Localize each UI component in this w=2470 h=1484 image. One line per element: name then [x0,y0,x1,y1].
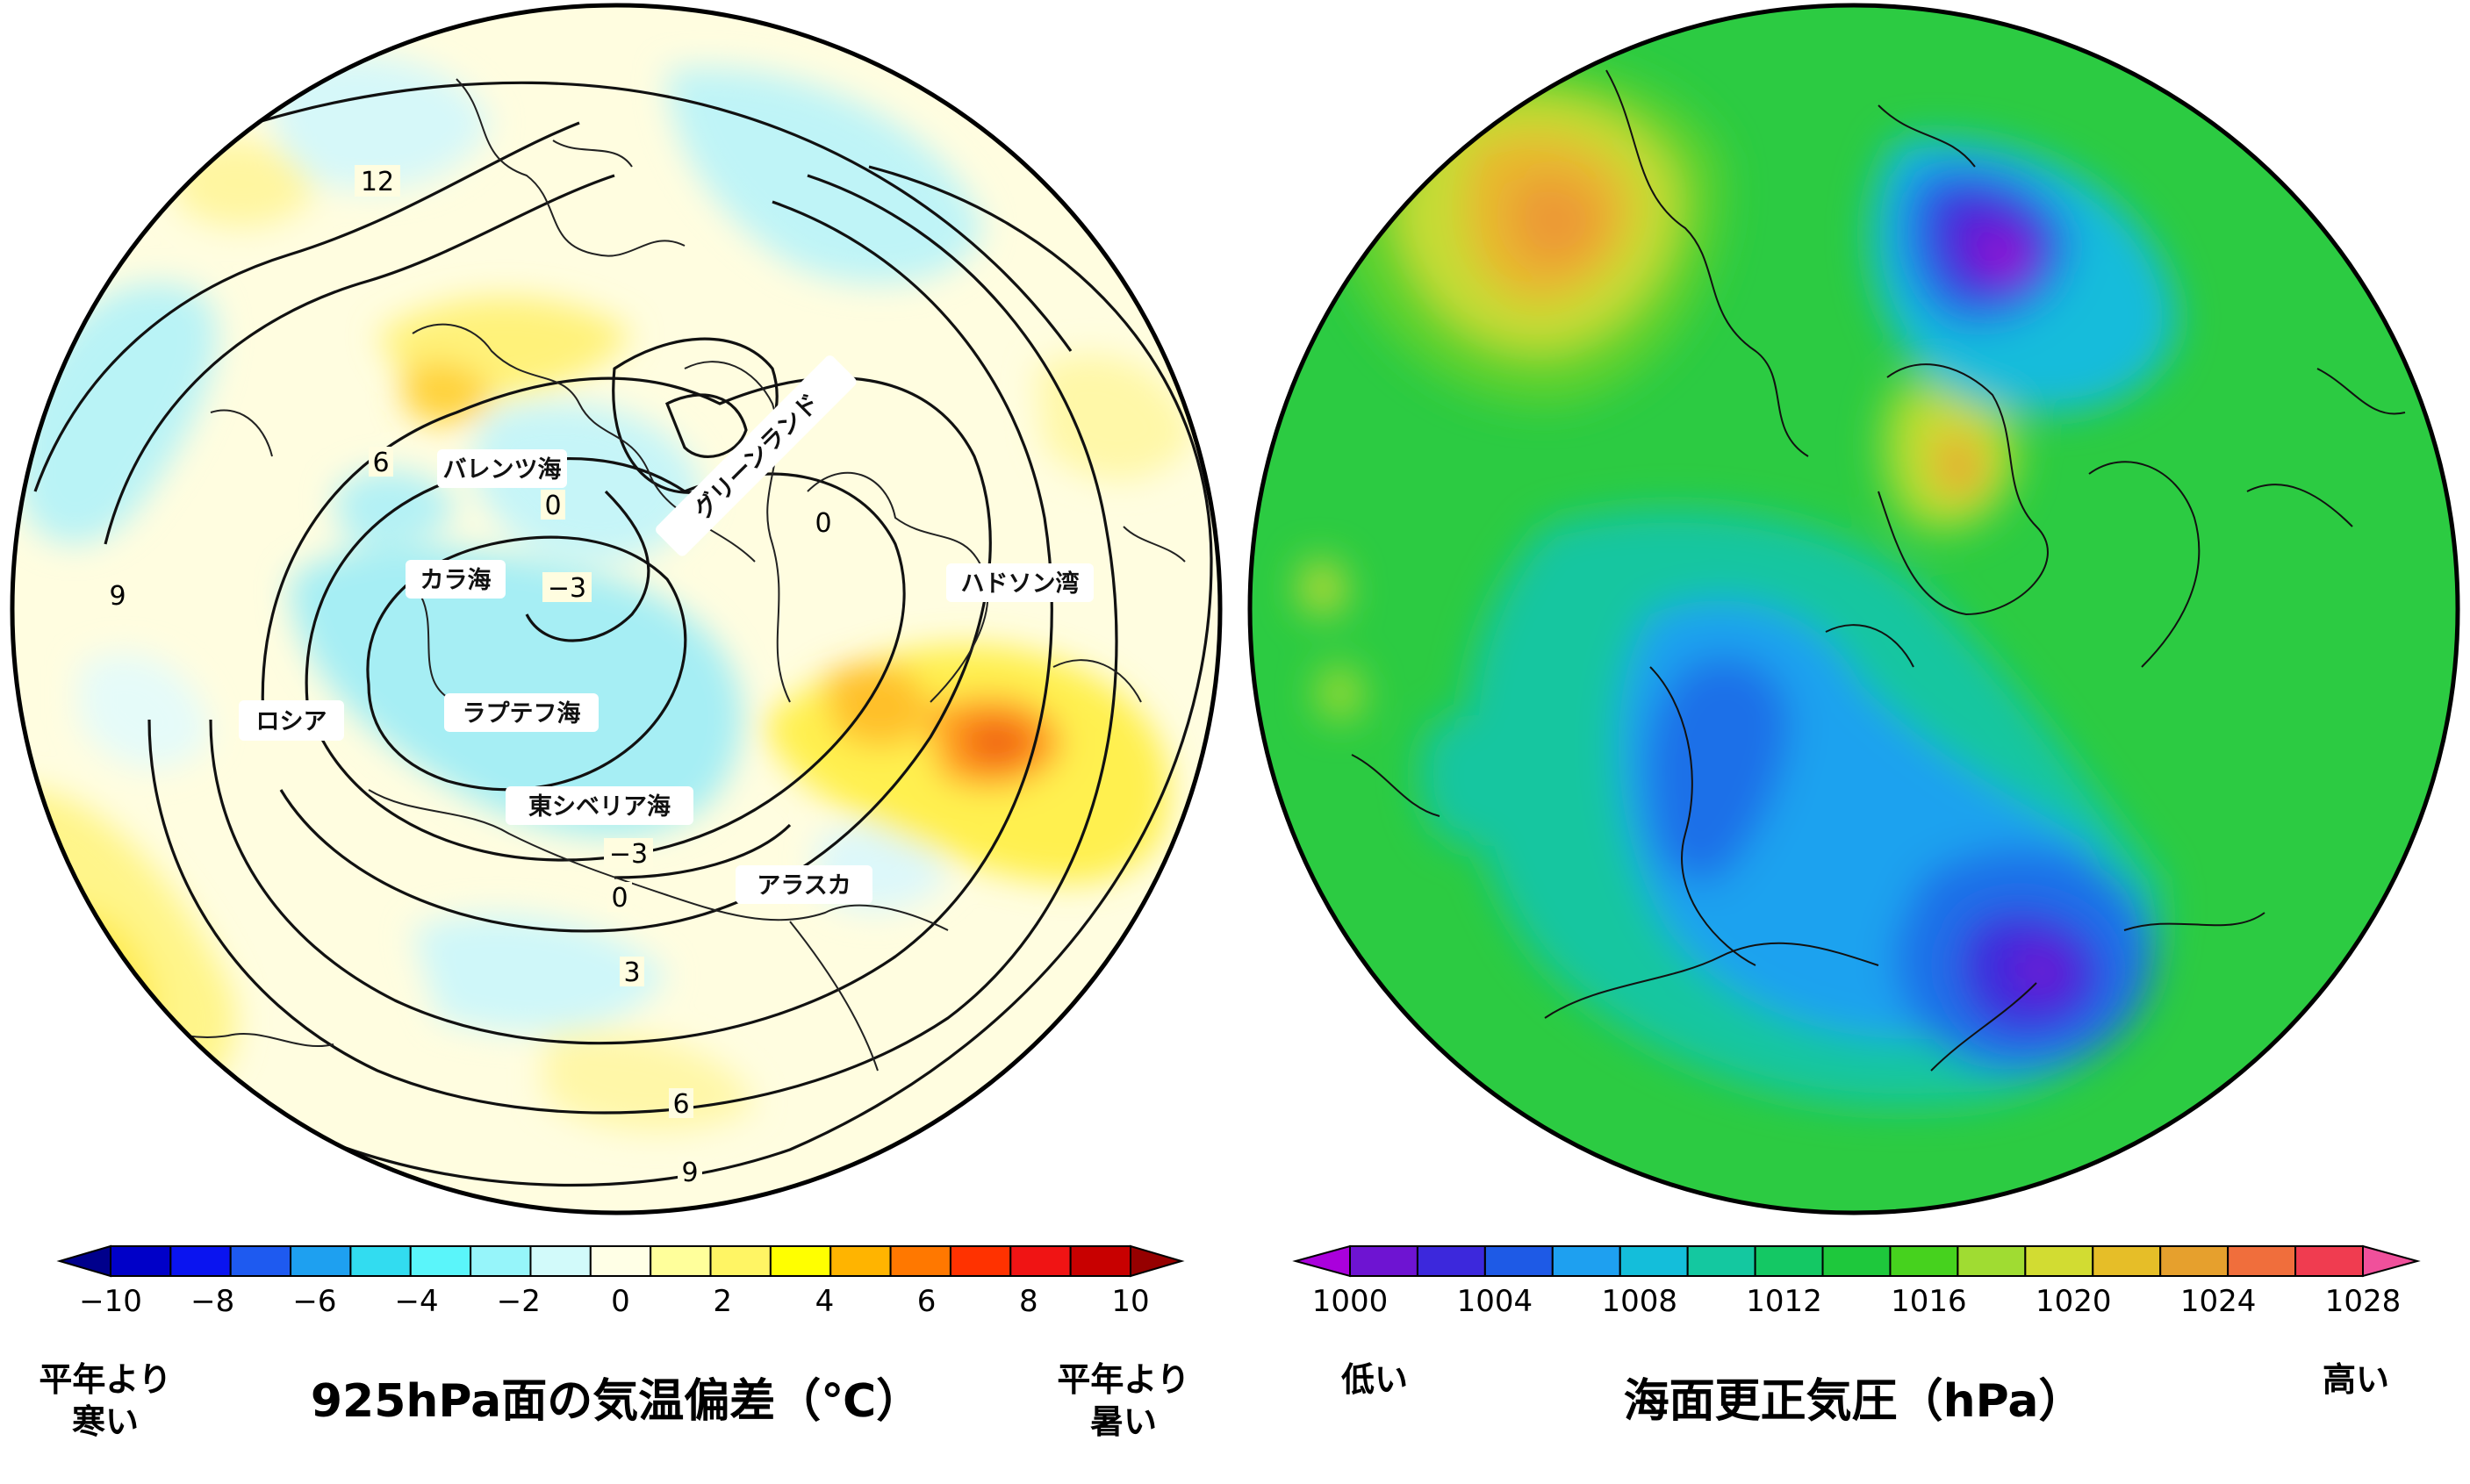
pressure-colorbar-swatch [1686,1245,1756,1277]
contour-label-12: 12 [361,167,394,197]
pressure-colorbar-swatch [1821,1245,1892,1277]
contour-label-9-left: 9 [109,581,126,612]
pressure-colorbar-swatch [1619,1245,1689,1277]
region-label-east-siberia: 東シベリア海 [528,793,671,821]
pressure-colorbar-swatch [1754,1245,1824,1277]
temperature-colorbar-tick-label: −6 [292,1284,336,1319]
pressure-colorbar-swatch [2092,1245,2162,1277]
temperature-colorbar-tick-label: 4 [815,1284,835,1319]
region-label-hudson: ハドソン湾 [961,570,1080,598]
temperature-colorbar-swatch [349,1245,412,1277]
sea-level-pressure-map [1247,3,2460,1215]
temperature-colorbar-tick-label: 8 [1019,1284,1038,1319]
pressure-colorbar-tick-label: 1028 [2325,1284,2402,1319]
pressure-colorbar-tick-label: 1024 [2180,1284,2257,1319]
contour-label-minus3-bottom: −3 [609,839,648,870]
sea-level-pressure-title: 海面更正気圧（hPa） [1624,1375,2085,1428]
temperature-anomaly-title: 925hPa面の気温偏差（℃） [311,1375,922,1428]
pressure-colorbar-swatch [1551,1245,1621,1277]
region-label-alaska: アラスカ [757,872,851,900]
coastlines [87,78,1186,1072]
pressure-colorbar: 1000 1004 1008 1012 1016 1020 1024 1028 [1292,1244,2421,1319]
contour-labels: 12 6 0 0 9 −3 −3 0 3 6 9 [105,165,836,1188]
warmer-label-line2: 暑い [1090,1402,1157,1441]
warmer-label-line1: 平年より [1057,1360,1189,1399]
temperature-colorbar-swatch [1009,1245,1072,1277]
temperature-colorbar-tick-label: 6 [917,1284,937,1319]
temperature-colorbar-swatch [229,1245,292,1277]
temperature-colorbar-swatch [1069,1245,1132,1277]
left-captions: 平年より 寒い 925hPa面の気温偏差（℃） 平年より 暑い [39,1360,1189,1441]
contour-label-0-top: 0 [544,491,561,521]
temperature-anomaly-map: 12 6 0 0 9 −3 −3 0 3 6 9 バレンツ海 [10,3,1223,1215]
temperature-colorbar-swatch [889,1245,951,1277]
right-captions: 低い 海面更正気圧（hPa） 高い [1341,1360,2389,1428]
temperature-colorbar-tick-label: −8 [190,1284,234,1319]
contour-label-3-bottom: 3 [623,957,640,988]
temperature-colorbar: −10 −8 −6 −4 −2 0 2 4 6 8 10 [56,1244,1185,1319]
pressure-colorbar-swatch [1483,1245,1554,1277]
temperature-colorbar-arrow-high [1130,1244,1185,1278]
temperature-colorbar-swatch [290,1245,352,1277]
temperature-colorbar-swatch [829,1245,892,1277]
pressure-colorbar-tick-label: 1016 [1891,1284,1967,1319]
high-pressure-label: 高い [2323,1360,2389,1399]
pressure-coastlines [1351,69,2406,1072]
pressure-colorbar-swatch [2294,1245,2364,1277]
temperature-colorbar-tick-label: 10 [1111,1284,1149,1319]
temperature-colorbar-swatch [529,1245,592,1277]
pressure-colorbar-swatch [1416,1245,1486,1277]
temperature-colorbar-swatch [709,1245,772,1277]
temperature-colorbar-tick-label: −10 [79,1284,142,1319]
pressure-colorbar-arrow-low [1292,1244,1351,1278]
temperature-colorbar-tick-label: 2 [713,1284,732,1319]
colder-label-line1: 平年より [39,1360,171,1399]
contour-label-0-bottom: 0 [611,883,628,914]
temperature-colorbar-swatch [769,1245,832,1277]
region-label-russia: ロシア [256,708,327,735]
region-label-laptev: ラプテフ海 [463,700,581,728]
temperature-colorbar-swatch [949,1245,1012,1277]
temperature-colorbar-swatch [650,1245,712,1277]
colder-label-line2: 寒い [72,1402,139,1441]
pressure-colorbar-tick-label: 1012 [1746,1284,1822,1319]
pressure-colorbar-tick-label: 1000 [1312,1284,1389,1319]
pressure-colorbar-swatch [2159,1245,2229,1277]
pressure-colorbar-arrow-high [2362,1244,2421,1278]
pressure-colorbar-swatch [1889,1245,1959,1277]
contour-label-0-greenland: 0 [815,508,831,539]
pressure-colorbar-swatch [2024,1245,2094,1277]
pressure-colorbar-swatch [1349,1245,1418,1277]
region-label-kara: カラ海 [420,567,492,594]
contour-label-minus3-top: −3 [548,573,586,604]
temperature-colorbar-swatch [110,1245,172,1277]
region-label-barents: バレンツ海 [443,456,562,484]
low-pressure-label: 低い [1341,1360,1408,1399]
temperature-colorbar-tick-label: 0 [611,1284,630,1319]
temperature-colorbar-arrow-low [56,1244,111,1278]
contour-label-6-top: 6 [372,448,389,478]
contour-label-6-bottom: 6 [672,1089,689,1120]
temperature-colorbar-swatch [169,1245,232,1277]
pressure-colorbar-swatch [1957,1245,2027,1277]
pressure-colorbar-tick-label: 1008 [1601,1284,1677,1319]
contour-label-9-bottom: 9 [681,1158,698,1188]
temperature-colorbar-swatch [589,1245,652,1277]
temperature-colorbar-swatch [409,1245,472,1277]
temperature-colorbar-tick-label: −2 [497,1284,541,1319]
pressure-colorbar-swatch [2227,1245,2297,1277]
pressure-colorbar-tick-label: 1020 [2036,1284,2112,1319]
pressure-colorbar-tick-label: 1004 [1457,1284,1533,1319]
temperature-colorbar-swatch [470,1245,532,1277]
temperature-colorbar-tick-label: −4 [395,1284,439,1319]
